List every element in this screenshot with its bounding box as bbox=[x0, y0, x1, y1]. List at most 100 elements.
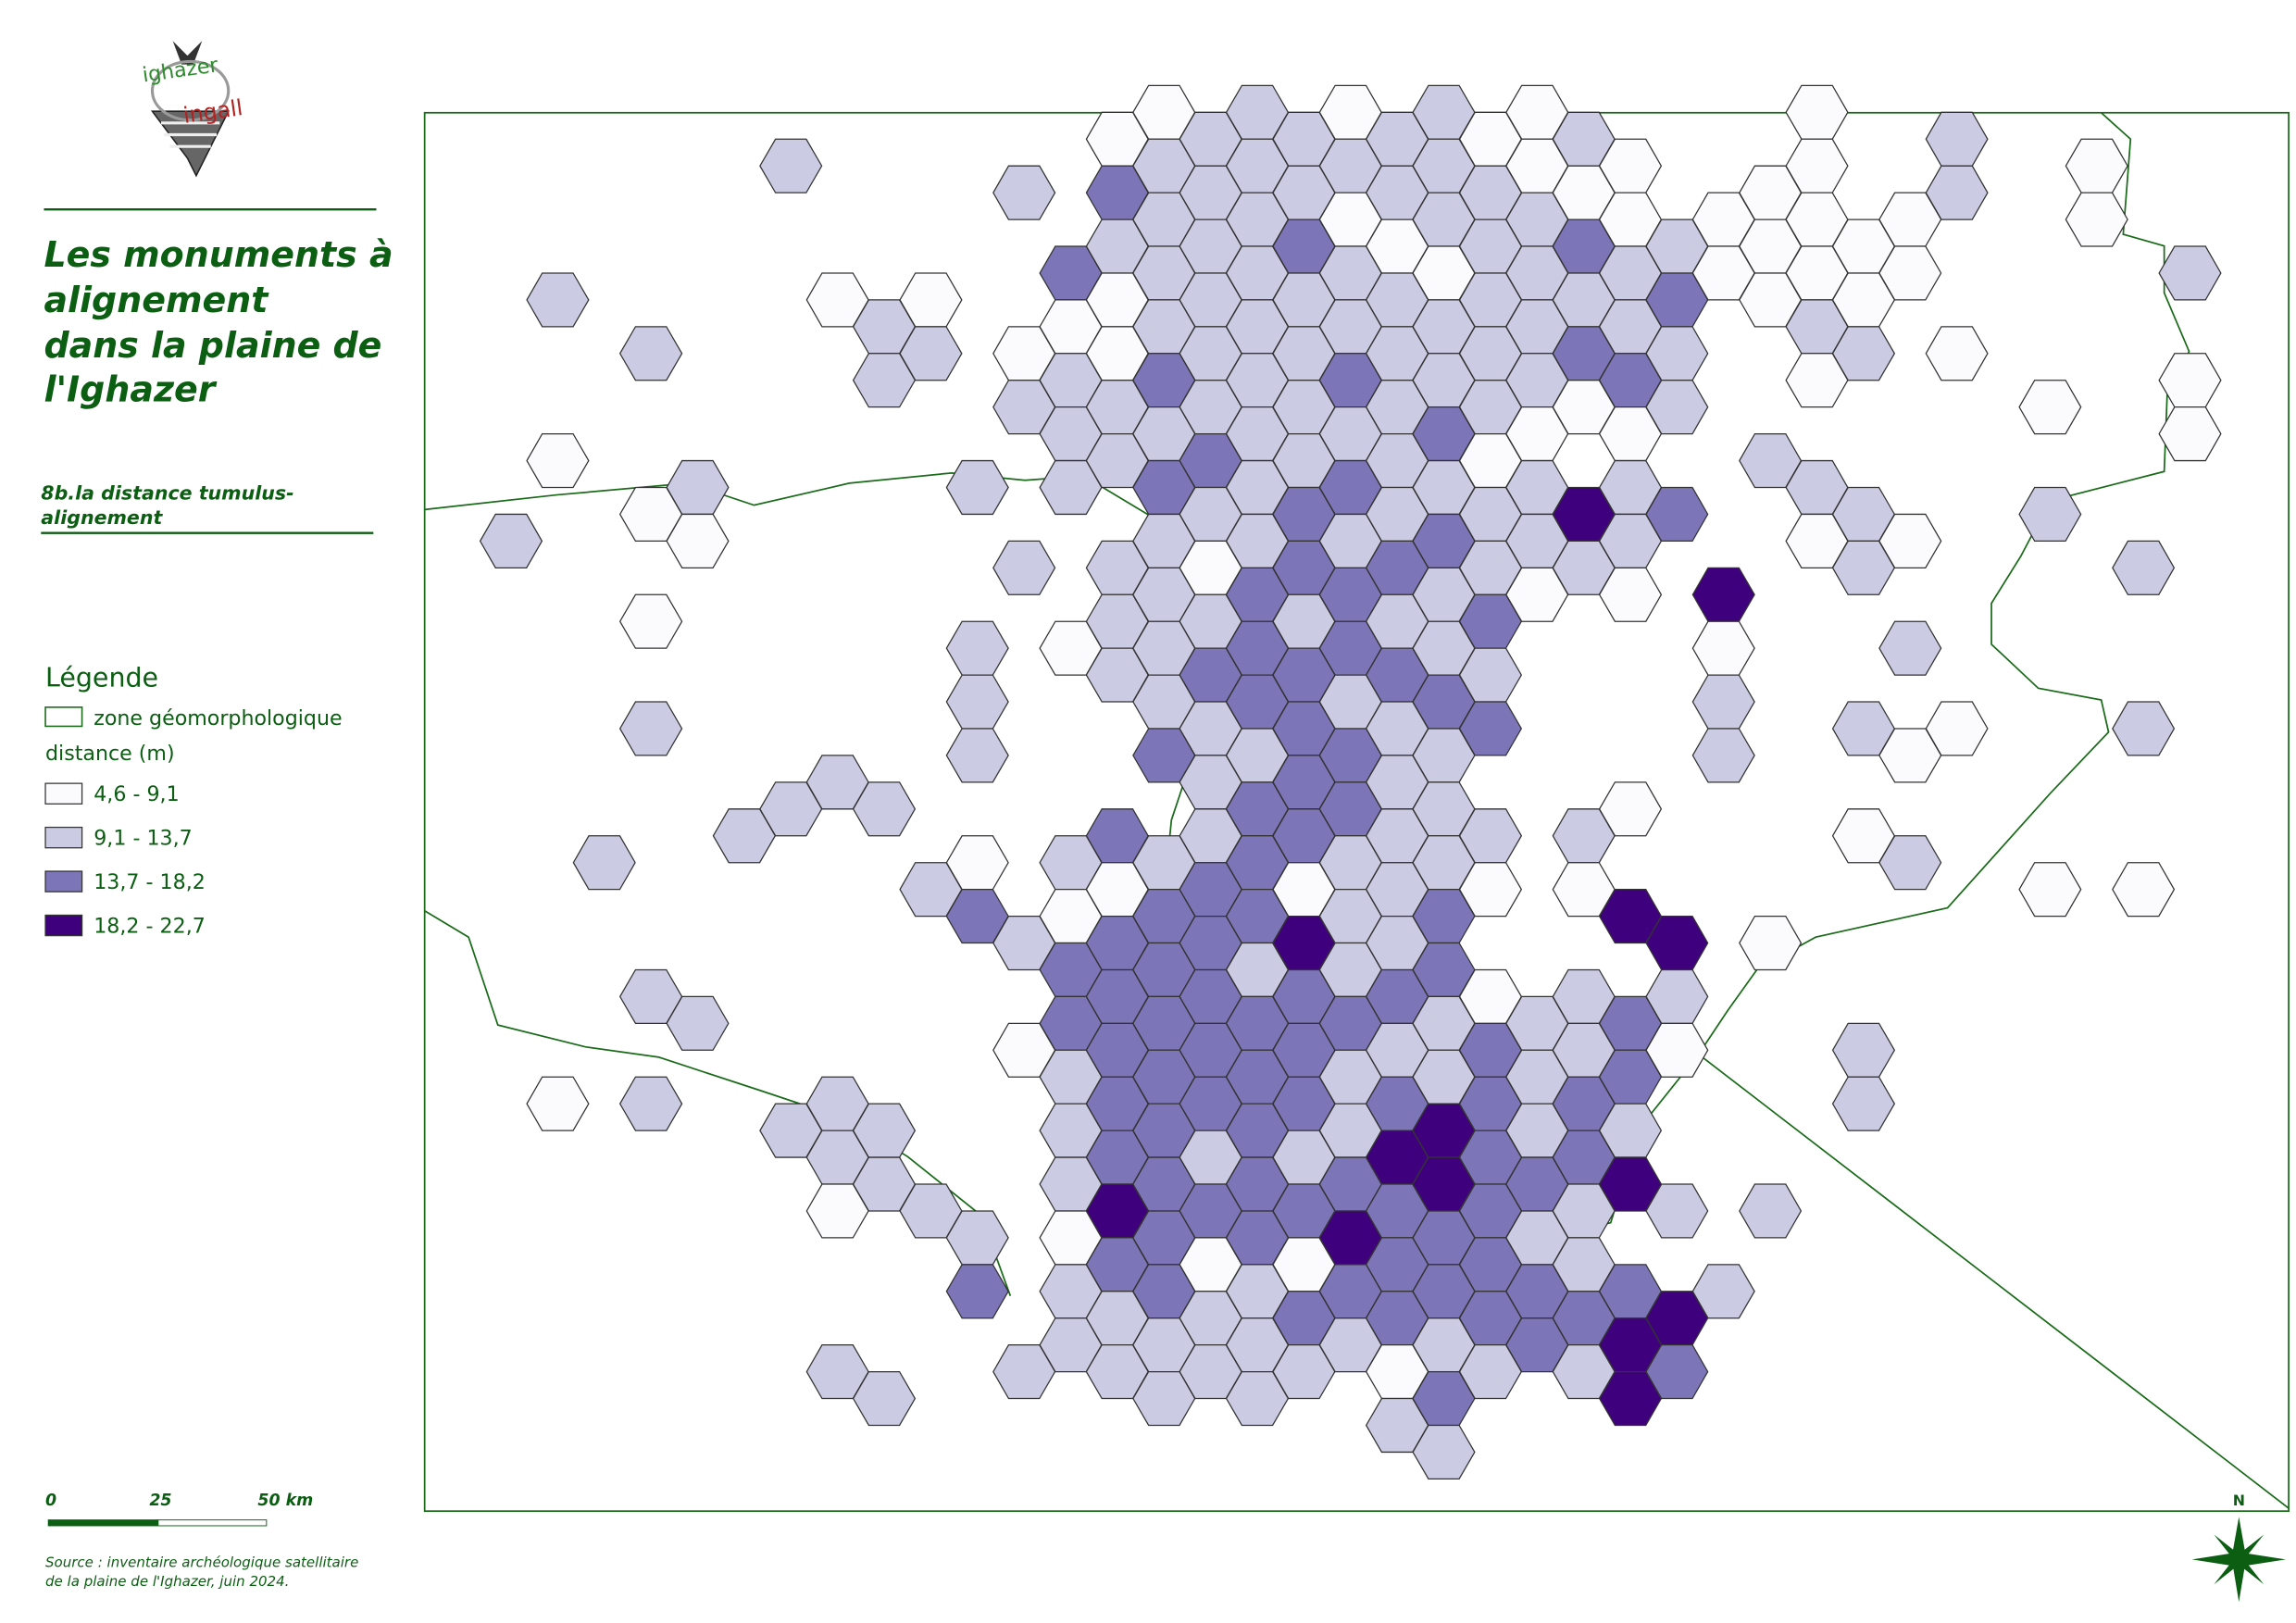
legend-class-label: 13,7 - 18,2 bbox=[94, 870, 206, 894]
hexagon bbox=[1878, 620, 1942, 676]
hexagon bbox=[852, 781, 917, 837]
hexagon bbox=[852, 353, 917, 408]
hexagon bbox=[666, 513, 730, 568]
scale-label: 0 bbox=[45, 1492, 56, 1510]
hexagon bbox=[945, 620, 1009, 676]
hexagon bbox=[618, 326, 683, 381]
title-line: l'Ighazer bbox=[44, 368, 217, 409]
compass-star bbox=[2214, 1534, 2265, 1585]
hexagon bbox=[759, 781, 823, 837]
hexagon bbox=[945, 674, 1009, 730]
logo: ighazer ingall bbox=[141, 41, 244, 178]
hexagon bbox=[852, 1370, 917, 1427]
hexagon bbox=[1691, 567, 1755, 622]
hexagon bbox=[2018, 380, 2082, 435]
legend-swatch bbox=[44, 826, 83, 849]
legend-zone-swatch bbox=[44, 706, 83, 728]
hexagon bbox=[1785, 84, 1849, 140]
hexagon bbox=[2112, 862, 2176, 918]
hexagon bbox=[1598, 567, 1663, 622]
hexagon bbox=[2018, 486, 2082, 543]
hexagon bbox=[1132, 1370, 1196, 1427]
north-label: N bbox=[2233, 1492, 2245, 1509]
hexagon bbox=[1691, 728, 1755, 783]
legend-swatch bbox=[44, 782, 83, 805]
zone-line bbox=[424, 909, 1012, 1296]
hexagon bbox=[1598, 1370, 1663, 1427]
logo-text: ingall bbox=[181, 94, 244, 129]
legend-heading: Légende bbox=[45, 663, 158, 693]
legend-swatch bbox=[44, 870, 83, 893]
hexagon bbox=[2112, 701, 2176, 756]
logo-stripes bbox=[160, 121, 220, 148]
hexagon bbox=[1925, 111, 1989, 167]
hexagon bbox=[992, 165, 1056, 220]
hexagon bbox=[1831, 1022, 1896, 1078]
legend-swatch bbox=[44, 914, 83, 937]
title-line: alignement bbox=[44, 280, 269, 320]
hexagon bbox=[1505, 567, 1569, 622]
hexagon bbox=[1039, 459, 1103, 516]
hexagon bbox=[945, 459, 1009, 516]
hexagon bbox=[1598, 781, 1663, 837]
scale-label: 50 km bbox=[257, 1492, 313, 1510]
hexagon bbox=[1739, 915, 1803, 971]
hexagon bbox=[1691, 1264, 1755, 1319]
source-line: Source : inventaire archéologique satell… bbox=[45, 1554, 358, 1570]
hexagon bbox=[1691, 674, 1755, 730]
subtitle-line: 8b.la distance tumulus- bbox=[41, 481, 293, 504]
hexagon bbox=[1412, 1424, 1476, 1480]
hexagon bbox=[618, 593, 683, 649]
hexagon bbox=[479, 513, 543, 568]
title-line: dans la plaine de bbox=[44, 325, 381, 366]
hexagon bbox=[2065, 192, 2128, 247]
hexagon bbox=[618, 1076, 683, 1131]
legend-class-label: 18,2 - 22,7 bbox=[94, 914, 206, 938]
hexagon bbox=[2112, 540, 2176, 595]
zone-line bbox=[1522, 112, 2190, 1246]
hexagon bbox=[992, 540, 1056, 595]
hexagon bbox=[526, 1076, 590, 1131]
logo-ring bbox=[150, 59, 231, 122]
hexagon bbox=[2018, 862, 2082, 918]
hexagon bbox=[945, 1264, 1009, 1319]
hexagon bbox=[2158, 353, 2222, 408]
hexagon bbox=[618, 701, 683, 756]
legend-class-label: 4,6 - 9,1 bbox=[94, 782, 179, 806]
logo-bird bbox=[172, 41, 203, 65]
north-arrow: N bbox=[2191, 1492, 2286, 1603]
hexagon bbox=[1645, 1183, 1709, 1239]
legend-distance-heading: distance (m) bbox=[45, 742, 175, 766]
hexagon bbox=[526, 272, 590, 328]
hexagon bbox=[526, 432, 590, 489]
hexagon bbox=[1691, 620, 1755, 676]
hexagon bbox=[572, 835, 636, 891]
hexagon bbox=[1878, 513, 1942, 568]
hex-layer bbox=[479, 84, 2222, 1480]
logo-text: ighazer bbox=[141, 53, 220, 87]
hexagon bbox=[2158, 245, 2222, 301]
hexagon bbox=[1225, 1370, 1290, 1427]
hexagon bbox=[1785, 353, 1849, 408]
zone-line bbox=[424, 471, 1151, 517]
hexagon bbox=[2065, 138, 2128, 194]
hexagon bbox=[945, 728, 1009, 783]
hexagon bbox=[2158, 406, 2222, 462]
scale-bar bbox=[157, 1519, 268, 1527]
source-line: de la plaine de l'Ighazer, juin 2024. bbox=[45, 1573, 289, 1590]
hexagon bbox=[1831, 1076, 1896, 1131]
title-line: Les monuments à bbox=[44, 234, 393, 275]
legend-zone-label: zone géomorphologique bbox=[94, 706, 342, 730]
subtitle-line: alignement bbox=[41, 506, 163, 529]
hexagon bbox=[1739, 1183, 1803, 1239]
hexagon bbox=[759, 138, 823, 194]
scale-bar bbox=[47, 1519, 159, 1527]
hexagon bbox=[1878, 728, 1942, 783]
hexagon bbox=[1878, 835, 1942, 891]
zone-line bbox=[1698, 1054, 2290, 1509]
hexagon bbox=[1878, 245, 1942, 301]
legend-classes: 4,6 - 9,1 9,1 - 13,7 13,7 - 18,2 18,2 - 22,… bbox=[44, 782, 206, 938]
